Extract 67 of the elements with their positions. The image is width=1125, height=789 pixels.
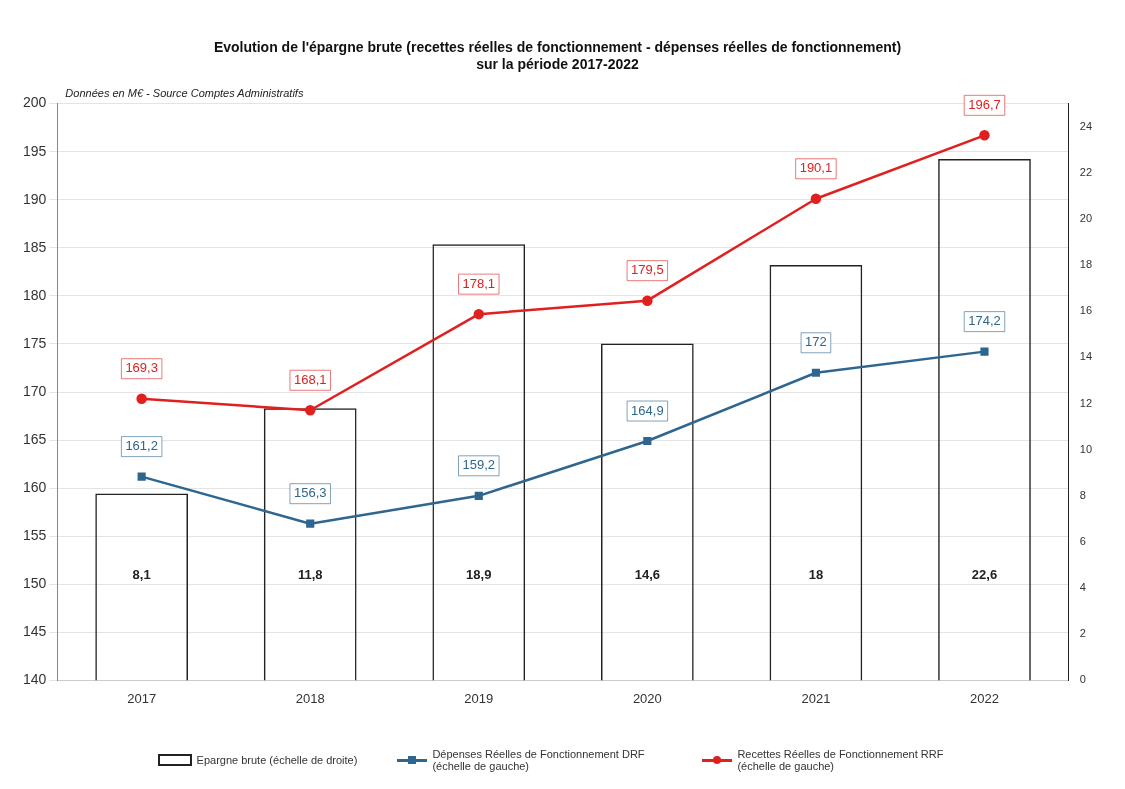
y-tick-label: 155 xyxy=(23,527,47,544)
y-tick-label: 160 xyxy=(23,478,47,495)
y2-tick-label: 10 xyxy=(1079,442,1093,455)
y-tick-label: 195 xyxy=(23,142,47,159)
data-label: 178,1 xyxy=(462,275,496,291)
chart-title: Evolution de l'épargne brute (recettes réelles de fonctionnement - dépenses réelles de fonctionnement) sur la période 2017-2022 xyxy=(213,39,902,73)
y-tick-label: 140 xyxy=(23,671,47,688)
y-tick-label: 175 xyxy=(23,334,47,351)
y2-tick-label: 2 xyxy=(1079,627,1086,640)
y2-tick-label: 0 xyxy=(1079,673,1086,686)
x-tick-label: 2017 xyxy=(127,690,157,706)
data-label: 196,7 xyxy=(968,96,1001,112)
x-tick-label: 2020 xyxy=(632,690,662,706)
data-label: 168,1 xyxy=(293,371,327,387)
data-label: 159,2 xyxy=(462,457,496,473)
x-tick-label: 2021 xyxy=(801,690,831,706)
point xyxy=(136,393,147,404)
point xyxy=(643,436,652,446)
data-label: 172 xyxy=(805,334,827,350)
point xyxy=(642,295,653,306)
point xyxy=(473,308,485,320)
x-tick-label: 2019 xyxy=(464,690,494,706)
x-tick-label: 2018 xyxy=(295,690,325,706)
data-label: 8,1 xyxy=(132,566,151,582)
point xyxy=(811,368,820,377)
y-tick-label: 165 xyxy=(23,430,47,447)
y2-tick-label: 14 xyxy=(1079,350,1093,363)
y2-tick-label: 12 xyxy=(1079,396,1093,409)
y2-tick-label: 24 xyxy=(1079,119,1093,132)
data-label: 190,1 xyxy=(799,160,833,176)
data-label: 18 xyxy=(808,566,824,582)
x-tick-label: 2022 xyxy=(970,690,999,706)
point xyxy=(137,472,146,481)
point xyxy=(979,130,990,141)
legend-label: Epargne brute (échelle de droite) xyxy=(196,754,358,766)
y2-tick-label: 18 xyxy=(1079,258,1093,271)
data-label: 169,3 xyxy=(125,360,158,376)
data-label: 22,6 xyxy=(971,566,998,582)
point xyxy=(474,491,483,500)
data-label: 156,3 xyxy=(293,485,327,501)
y2-tick-label: 8 xyxy=(1079,488,1086,501)
y2-tick-label: 22 xyxy=(1079,165,1093,178)
point xyxy=(810,193,822,205)
y2-tick-label: 6 xyxy=(1079,535,1086,547)
y-tick-label: 145 xyxy=(23,623,47,640)
y2-tick-label: 20 xyxy=(1079,211,1093,224)
y2-tick-label: 16 xyxy=(1079,304,1093,317)
legend-label: Dépenses Réelles de Fonctionnement DRF (échelle de gauche) xyxy=(432,748,646,772)
data-label: 14,6 xyxy=(634,566,660,582)
data-label: 11,8 xyxy=(297,566,323,582)
text: Données en M€ - Source Comptes Administratifs xyxy=(65,87,304,100)
y-tick-label: 180 xyxy=(23,286,47,303)
y-tick-label: 185 xyxy=(23,238,47,255)
y2-tick-label: 4 xyxy=(1079,581,1086,594)
point xyxy=(980,347,989,356)
y-tick-label: 170 xyxy=(23,382,47,399)
data-label: 179,5 xyxy=(631,262,664,278)
point xyxy=(306,519,315,528)
point xyxy=(304,405,316,416)
legend-label: Recettes Réelles de Fonctionnement RRF (échelle de gauche) xyxy=(737,748,945,772)
data-label: 161,2 xyxy=(125,438,158,454)
data-label: 18,9 xyxy=(466,566,492,582)
y-tick-label: 190 xyxy=(23,190,47,207)
data-label: 164,9 xyxy=(631,402,664,418)
y-tick-label: 200 xyxy=(23,94,47,111)
y-tick-label: 150 xyxy=(23,575,47,592)
data-label: 174,2 xyxy=(968,313,1001,329)
